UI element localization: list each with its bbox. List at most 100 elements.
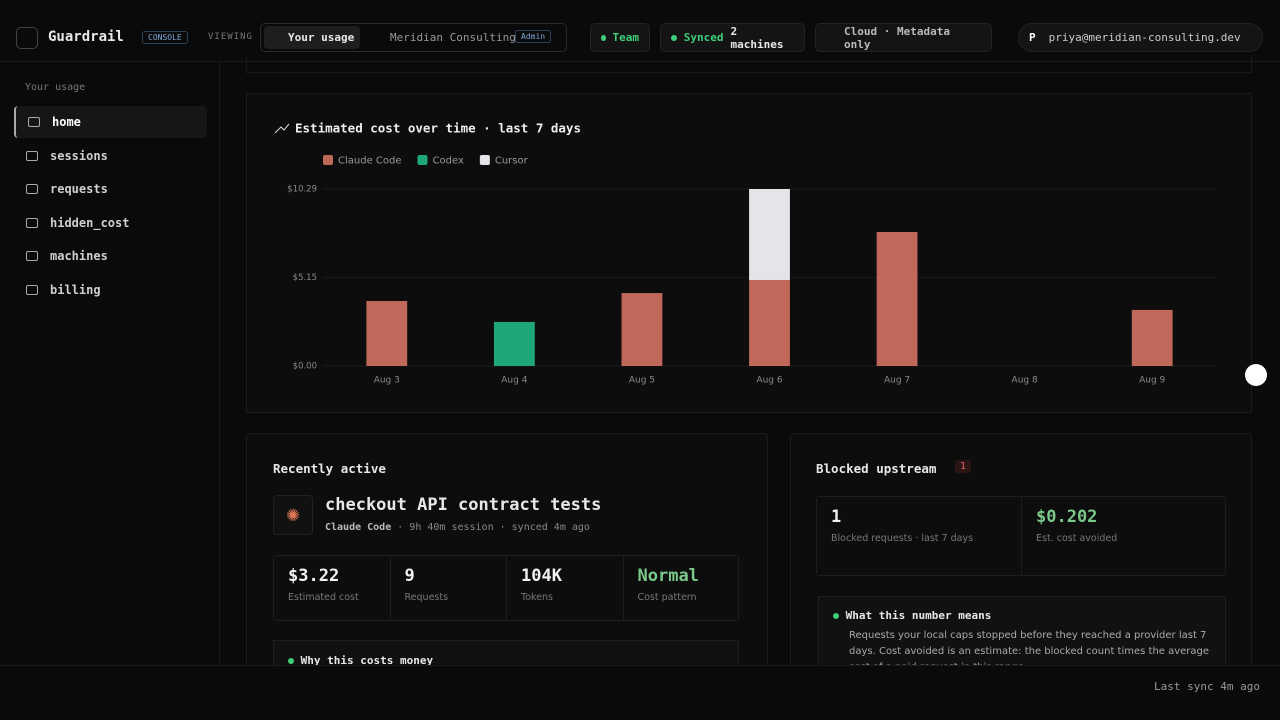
x-tick-label: Aug 7 [884,376,910,386]
legend-label: Codex [433,156,464,167]
note-dot [288,658,294,664]
x-tick-label: Aug 5 [629,376,655,386]
nav-item[interactable]: machines [14,240,207,272]
sidebar-section: Your usage [25,82,86,93]
nav-label: requests [50,182,108,197]
nav-icon [26,251,38,262]
stat-value: $3.22 [288,566,340,586]
footer [0,665,1280,720]
plan: Team [612,31,640,44]
y-tick-label: $0.00 [293,362,317,372]
bar-segment [749,189,790,280]
y-tick-label: $10.29 [287,185,317,195]
tab[interactable]: Meridian Consulting [390,31,516,44]
stat-label: Cost pattern [637,592,697,603]
stat: Normal Cost pattern [624,556,741,620]
nav-label: machines [50,249,108,264]
bar-segment [749,279,790,366]
nav-label: hidden_cost [50,215,130,230]
email: priya@meridian-consulting.dev [1048,31,1241,44]
stat-label: Est. cost avoided [1036,533,1118,544]
y-tick-label: $5.15 [293,273,317,283]
stats: 1 Blocked requests · last 7 days $0.202 Est… [816,496,1226,576]
bar-segment [621,293,663,366]
legend-swatch [479,155,490,165]
legend-label: Claude Code [338,156,402,167]
stat-label: Blocked requests · last 7 days [831,533,974,544]
session-meta: Claude Code · 9h 40m session · synced 4m… [325,522,590,533]
sync-label: Synced [683,31,724,44]
legend-swatch [417,155,428,165]
chart: Estimated cost over time · last 7 days $… [246,93,1252,413]
footer-status: Last sync 4m ago [1154,680,1260,693]
brand: Guardrail [48,29,124,45]
bar-segment [1131,309,1173,366]
stat-value: 104K [521,566,562,586]
x-tick-label: Aug 9 [1139,376,1165,386]
nav-icon [26,150,38,161]
cloud: Cloud · Metadata only [844,24,950,51]
x-tick-label: Aug 4 [501,376,527,386]
nav-icon [26,184,38,195]
bar-segment [876,232,918,366]
session-name[interactable]: checkout API contract tests [325,495,602,515]
badge: CONSOLE [142,31,188,44]
stats: $3.22 Estimated cost 9 Requests 104K Tokens No… [273,555,739,621]
stat-label: Tokens [521,592,553,603]
tool-icon: ✺ [273,495,313,535]
note: What this number means Requests your loca… [818,596,1226,676]
stat-value: $0.202 [1036,507,1098,527]
stat: 104K Tokens [507,556,624,620]
x-tick-label: Aug 3 [374,376,400,386]
stat-label: Estimated cost [288,592,359,603]
chart-title: Estimated cost over time · last 7 days [295,121,581,136]
nav-label: home [52,115,81,129]
nav-item[interactable]: billing [14,274,207,306]
recent-panel [246,433,768,673]
nav-icon [28,117,40,127]
nav-icon [26,285,38,295]
note-title: What this number means [845,609,992,622]
tab-active[interactable]: Your usage [264,26,360,49]
x-tick-label: Aug 8 [1012,376,1038,386]
plan-pill: Team [590,23,650,52]
trend-icon [274,123,290,134]
stat-value: 9 [404,566,415,586]
note-title: Why this costs money [300,654,434,667]
nav-item[interactable]: hidden_cost [14,207,207,239]
stat-label: Requests [404,592,449,603]
bar-segment [493,321,535,366]
nav-item[interactable]: sessions [14,140,207,172]
x-tick-label: Aug 6 [756,376,782,386]
meta: · 9h 40m session · synced 4m ago [397,522,590,533]
nav-label: sessions [50,148,108,163]
stat: 1 Blocked requests · last 7 days [817,497,1022,575]
cloud-pill: Cloud · Metadata only [815,23,992,52]
panel-edge [246,55,1252,73]
status-dot [601,34,606,41]
nav-item[interactable]: requests [14,173,207,205]
logo [16,27,38,49]
sidebar [0,62,220,665]
view-tabs [260,23,567,52]
tool: Claude Code [325,522,392,533]
stat: $0.202 Est. cost avoided [1022,497,1227,575]
note-dot [833,613,839,619]
floating-button[interactable] [1245,364,1267,386]
blocked-count: 1 [955,460,972,473]
bar-segment [366,300,408,366]
panel-title: Recently active [273,461,386,476]
viewing-label: VIEWING [208,32,253,42]
avatar: P [1029,31,1036,44]
stat: $3.22 Estimated cost [274,556,391,620]
legend-swatch [323,155,333,165]
sync-pill: Synced 2 machines [660,23,805,52]
stat: 9 Requests [391,556,507,620]
panel-title: Blocked upstream [816,461,937,476]
top-bar [0,0,1280,62]
status-dot [671,34,677,41]
nav-item[interactable]: home [14,106,207,138]
sync-detail: 2 machines [730,24,784,51]
